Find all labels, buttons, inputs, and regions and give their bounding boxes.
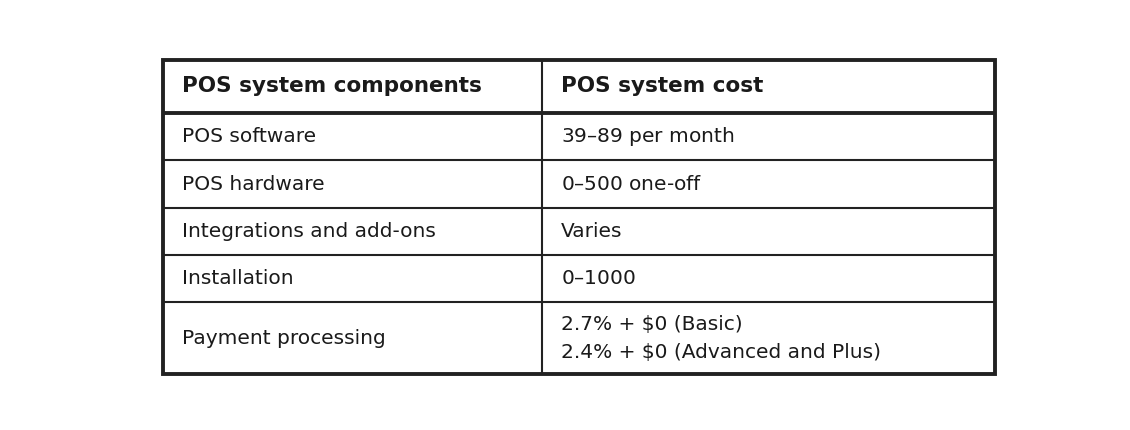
Text: Integrations and add-ons: Integrations and add-ons [182, 222, 436, 241]
Text: POS system cost: POS system cost [560, 77, 764, 96]
Text: POS system components: POS system components [182, 77, 483, 96]
Text: POS software: POS software [182, 127, 316, 146]
Text: $0–$1000: $0–$1000 [560, 269, 636, 288]
Text: Payment processing: Payment processing [182, 329, 386, 348]
Text: POS hardware: POS hardware [182, 175, 325, 194]
Text: Varies: Varies [560, 222, 623, 241]
Text: 2.7% + $0 (Basic)
2.4% + $0 (Advanced and Plus): 2.7% + $0 (Basic) 2.4% + $0 (Advanced an… [560, 315, 881, 362]
Text: $0–$500 one-off: $0–$500 one-off [560, 175, 702, 194]
Text: Installation: Installation [182, 269, 294, 288]
Text: $39–$89 per month: $39–$89 per month [560, 125, 734, 148]
